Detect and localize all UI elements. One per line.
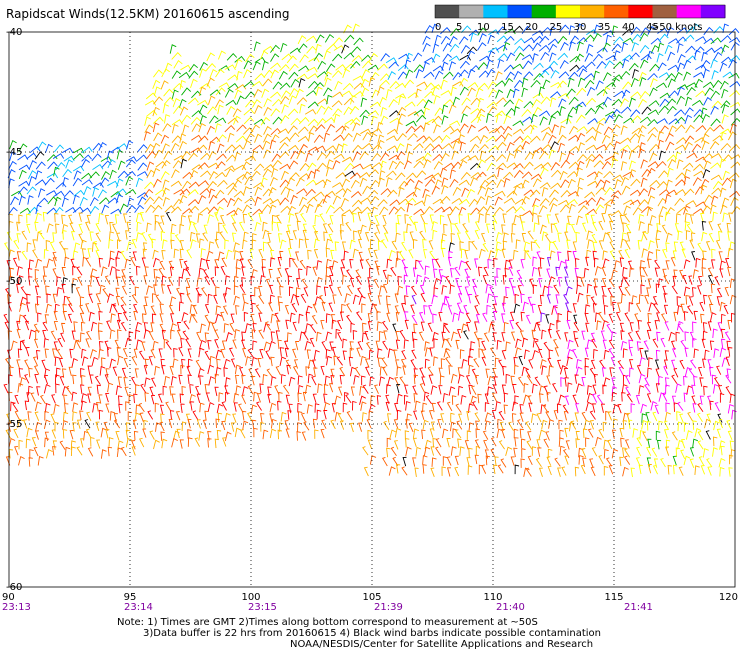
speed-legend: 0 5 10 15 20 25 30 35 40 45>50 knots — [434, 4, 726, 33]
latitude-tick-label: -55 — [6, 419, 22, 430]
legend-swatch — [459, 5, 484, 18]
legend-swatch — [604, 5, 629, 18]
longitude-tick-label: 90 — [2, 592, 15, 603]
legend-swatch — [531, 5, 557, 18]
note-line-2: 3)Data buffer is 22 hrs from 20160615 4)… — [143, 628, 601, 639]
latitude-tick-label: -45 — [6, 147, 22, 158]
latitude-tick-label: -40 — [6, 27, 22, 38]
lat-lon-grid — [8, 31, 736, 588]
plot-frame — [8, 31, 736, 588]
legend-swatch — [555, 5, 581, 18]
legend-swatch — [700, 5, 726, 18]
note-line-1: Note: 1) Times are GMT 2)Times along bot… — [117, 617, 538, 628]
latitude-tick-label: -50 — [6, 276, 22, 287]
legend-swatch — [483, 5, 508, 18]
legend-label: 40 — [622, 22, 635, 33]
latitude-tick-label: -60 — [6, 582, 22, 593]
legend-swatch — [507, 5, 533, 18]
longitude-tick-label: 120 — [719, 592, 738, 603]
legend-label: 20 — [525, 22, 538, 33]
time-label: 23:13 — [2, 602, 31, 613]
legend-swatch — [652, 5, 678, 18]
longitude-tick-label: 95 — [124, 592, 137, 603]
legend-label: 5 — [456, 22, 462, 33]
legend-swatch — [435, 5, 460, 18]
map-title: Rapidscat Winds(12.5KM) 20160615 ascendi… — [6, 7, 290, 21]
longitude-labels: 90 95 100 105 110 115 120 — [2, 592, 738, 603]
legend-label: 0 — [435, 22, 441, 33]
legend-frame — [434, 4, 726, 19]
time-label: 21:41 — [624, 602, 653, 613]
wind-barb-field — [3, 23, 740, 478]
legend-label: 15 — [501, 22, 514, 33]
legend-label: 10 — [477, 22, 490, 33]
longitude-tick-label: 100 — [241, 592, 260, 603]
legend-label: 25 — [549, 22, 562, 33]
legend-label: 35 — [598, 22, 611, 33]
legend-swatch — [676, 5, 702, 18]
note-line-3: NOAA/NESDIS/Center for Satellite Applica… — [290, 639, 594, 650]
legend-label: 45 — [646, 22, 659, 33]
longitude-tick-label: 115 — [604, 592, 623, 603]
legend-swatch — [580, 5, 605, 18]
legend-swatch — [628, 5, 653, 18]
time-label: 23:14 — [124, 602, 153, 613]
longitude-tick-label: 105 — [362, 592, 381, 603]
legend-label: >50 knots — [651, 22, 703, 33]
time-label: 21:40 — [496, 602, 525, 613]
time-label: 23:15 — [248, 602, 277, 613]
latitude-labels: -40 -45 -50 -55 -60 — [6, 27, 22, 593]
legend-label: 30 — [574, 22, 587, 33]
time-label: 21:39 — [374, 602, 403, 613]
time-labels: 23:13 23:14 23:15 21:39 21:40 21:41 — [2, 602, 653, 613]
longitude-tick-label: 110 — [483, 592, 502, 603]
